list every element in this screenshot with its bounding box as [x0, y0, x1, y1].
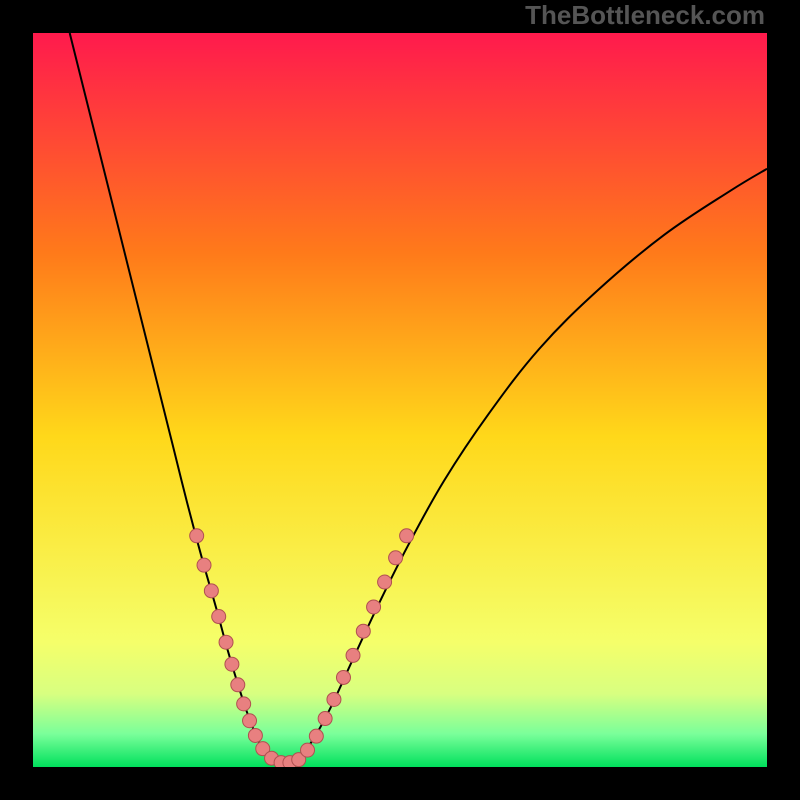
data-marker	[212, 610, 226, 624]
data-marker	[346, 648, 360, 662]
data-marker	[367, 600, 381, 614]
bottleneck-curve-chart	[33, 33, 767, 767]
data-marker	[309, 729, 323, 743]
data-marker	[219, 635, 233, 649]
data-marker	[231, 678, 245, 692]
data-marker	[400, 529, 414, 543]
data-marker	[336, 670, 350, 684]
data-marker	[356, 624, 370, 638]
data-marker	[225, 657, 239, 671]
data-marker	[301, 743, 315, 757]
data-marker	[318, 712, 332, 726]
data-marker	[378, 575, 392, 589]
data-marker	[327, 692, 341, 706]
data-marker	[237, 697, 251, 711]
data-marker	[197, 558, 211, 572]
data-marker	[243, 714, 257, 728]
data-marker	[204, 584, 218, 598]
data-marker	[389, 551, 403, 565]
data-marker	[248, 728, 262, 742]
chart-frame	[33, 33, 767, 767]
watermark-text: TheBottleneck.com	[525, 0, 765, 31]
data-marker	[190, 529, 204, 543]
chart-background	[33, 33, 767, 767]
